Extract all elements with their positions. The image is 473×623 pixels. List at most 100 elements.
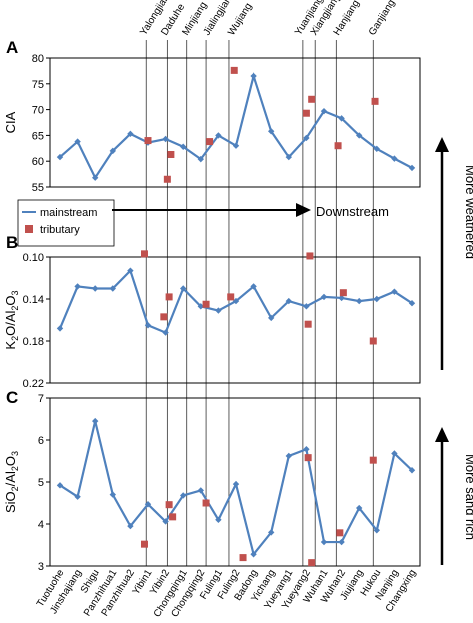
panel-letter-b: B [6, 233, 18, 252]
mainstream-point [144, 501, 152, 508]
mainstream-point [338, 538, 345, 546]
panel-a: 55 60 65 70 75 80 CIA [3, 53, 421, 194]
tributary-point [371, 97, 379, 105]
tributary-point [140, 540, 148, 548]
legend-mainstream-label: mainstream [40, 207, 97, 219]
y-tick-label: 0.22 [23, 378, 44, 390]
mainstream-point [109, 147, 116, 155]
mainstream-point [250, 72, 257, 80]
legend-tributary-label: tributary [40, 224, 80, 236]
mainstream-point [408, 164, 416, 172]
mainstream-point [197, 303, 204, 310]
y-tick-label: 5 [38, 477, 44, 489]
mainstream-point [373, 295, 380, 303]
legend-tributary-swatch [25, 225, 33, 233]
mainstream-point [215, 132, 222, 139]
mainstream-point [250, 551, 257, 558]
plot-frame [49, 57, 421, 188]
legend: mainstream tributary [17, 199, 115, 247]
tributary-point [165, 501, 173, 509]
tributary-point [334, 142, 342, 150]
mainstream-point [268, 128, 275, 135]
sand-rich-arrow-head [435, 427, 449, 442]
mainstream-point [109, 491, 116, 498]
mainstream-point [162, 518, 169, 525]
mainstream-line [59, 420, 413, 557]
mainstream-point [320, 107, 328, 115]
weathered-arrow-head [435, 137, 449, 152]
y-tick-label: 7 [38, 393, 44, 405]
mainstream-point [268, 529, 275, 536]
tributary-point [306, 252, 314, 260]
downstream-annotation: Downstream [112, 203, 389, 219]
weathered-annotation: More weathered [435, 137, 473, 370]
tributary-point [304, 320, 312, 328]
panels: 556065707580CIA0.100.140.180.22K2O/Al2O3… [3, 53, 421, 573]
y-axis-label: K2O/Al2O3 [3, 290, 20, 349]
tributary-point [304, 454, 312, 462]
tributary-point [202, 499, 210, 507]
mainstream-point [144, 322, 152, 329]
tributary-point [163, 175, 171, 183]
y-tick-label: 6 [38, 435, 44, 447]
mainstream-point [197, 155, 204, 163]
panel-c: 3 4 5 6 7 SiO2/Al2O3 [3, 393, 421, 573]
mainstream-point [180, 143, 187, 150]
tributary-point [169, 513, 177, 521]
mainstream-point [303, 303, 310, 310]
tributary-point [302, 109, 310, 117]
mainstream-point [356, 132, 363, 139]
mainstream-point [303, 134, 310, 142]
tributary-point [308, 95, 316, 103]
y-tick-label: 0.14 [23, 294, 44, 306]
tributary-label: Ganjiang [367, 0, 398, 38]
mainstream-point [215, 307, 222, 314]
mainstream-point [338, 294, 345, 302]
mainstream-point [320, 538, 328, 546]
mainstream-point [162, 329, 169, 336]
mainstream-point [232, 142, 240, 149]
mainstream-point [285, 153, 292, 161]
mainstream-point [285, 297, 292, 305]
mainstream-line [59, 72, 413, 180]
tributary-point [144, 137, 152, 145]
mainstream-point [338, 115, 345, 122]
tributary-point [339, 289, 347, 297]
mainstream-point [92, 417, 99, 425]
mainstream-point [391, 450, 398, 457]
mainstream-point [56, 153, 64, 161]
tributary-point [165, 293, 173, 301]
mainstream-point [391, 155, 398, 162]
mainstream-point [127, 522, 134, 530]
mainstream-point [303, 446, 310, 453]
y-tick-label: 3 [38, 561, 44, 573]
tributary-point [202, 300, 210, 308]
y-tick-label: 60 [32, 156, 44, 168]
sand-rich-annotation: More sand rich [435, 427, 473, 565]
panel-letter-a: A [6, 38, 18, 57]
mainstream-point [232, 297, 240, 305]
mainstream-point [74, 283, 81, 290]
mainstream-point [373, 527, 380, 534]
y-axis-label: SiO2/Al2O3 [3, 451, 20, 513]
mainstream-point [162, 135, 169, 143]
tributary-gridlines [145, 40, 374, 566]
downstream-arrow-head [296, 203, 311, 217]
tributary-point [160, 313, 168, 321]
y-tick-label: 0.18 [23, 336, 44, 348]
y-tick-label: 70 [32, 105, 44, 117]
mainstream-point [92, 285, 99, 292]
y-tick-label: 4 [38, 519, 44, 531]
tributary-point [308, 559, 316, 567]
more-sand-rich-label: More sand rich [463, 454, 473, 540]
mainstream-point [127, 267, 134, 274]
mainstream-point [408, 300, 416, 307]
tributary-point [227, 293, 235, 301]
y-axis-label: CIA [3, 111, 18, 133]
mainstream-point [285, 452, 292, 460]
mainstream-point [356, 297, 363, 305]
mainstream-point [215, 516, 222, 523]
mainstream-point [408, 467, 416, 474]
tributary-point [336, 529, 344, 537]
